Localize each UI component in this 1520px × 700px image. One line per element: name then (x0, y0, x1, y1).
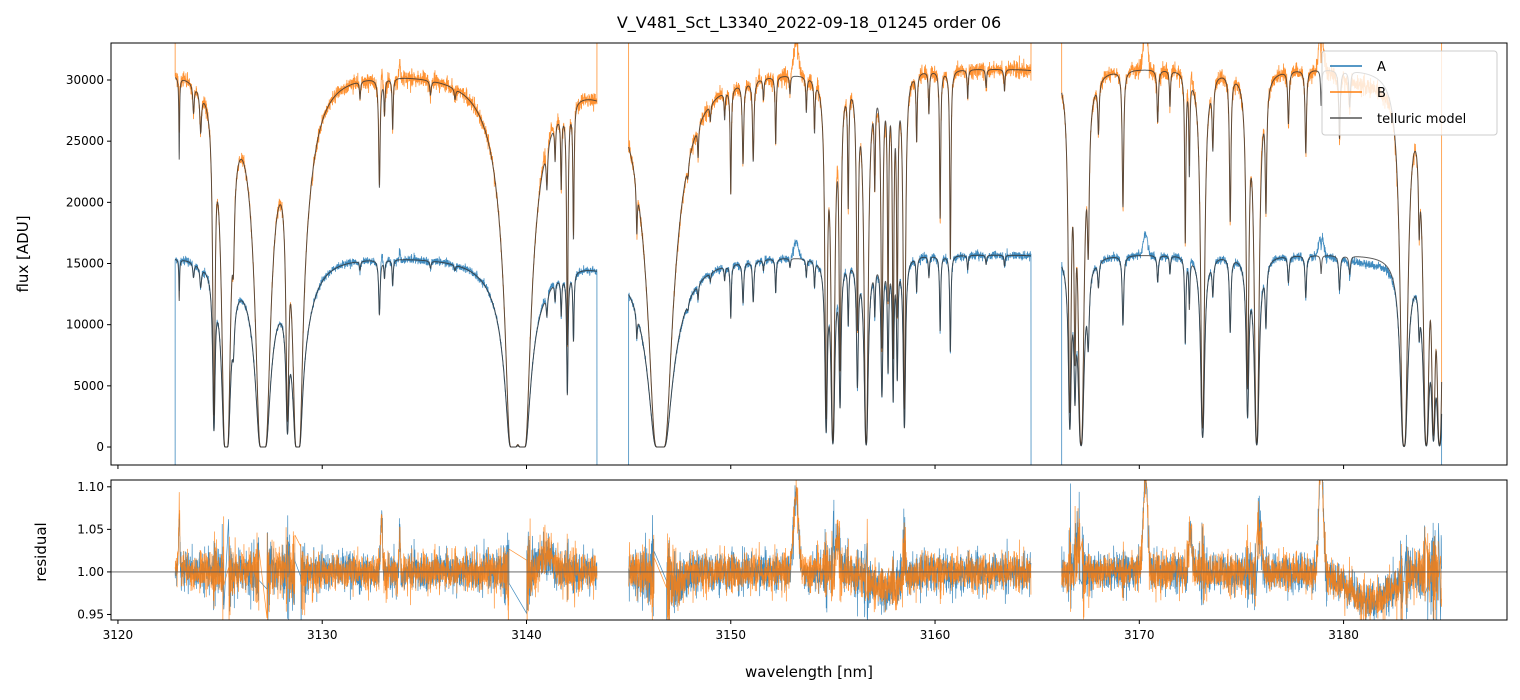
series-b-flux-segment-1 (174, 43, 598, 448)
y-tick-label-residual: 1.05 (77, 522, 104, 536)
flux-ticks: 0 5000 10000 15000 20000 25000 30000 (66, 73, 1345, 469)
y-tick-label-residual: 1.10 (77, 480, 104, 494)
residual-axes-frame (110, 479, 1508, 621)
legend: A B telluric model (1321, 50, 1498, 136)
x-tick-label: 3120 (103, 628, 134, 642)
y-axis-label-flux: flux [ADU] (14, 215, 32, 292)
y-axis-label-residual: residual (32, 522, 50, 581)
y-tick-label-residual: 0.95 (77, 607, 104, 621)
x-tick-label: 3160 (920, 628, 951, 642)
residual-ticks: 3120 3130 3140 3150 3160 3170 3180 0.95 1.00 1.05… (77, 480, 1359, 642)
x-tick-label: 3180 (1328, 628, 1359, 642)
series-a-flux-segment-1 (174, 248, 598, 465)
flux-panel: 0 5000 10000 15000 20000 25000 30000 (66, 42, 1508, 469)
residual-panel: 3120 3130 3140 3150 3160 3170 3180 0.95 1.00 1.05… (77, 479, 1508, 642)
legend-label-model: telluric model (1377, 112, 1466, 127)
y-tick-label-flux: 25000 (66, 134, 104, 148)
legend-label-a: A (1377, 60, 1386, 75)
y-tick-label-flux: 10000 (66, 318, 104, 332)
y-tick-label-flux: 20000 (66, 195, 104, 209)
legend-box (1321, 50, 1498, 136)
y-tick-label-flux: 15000 (66, 257, 104, 271)
series-a-flux-segment-2 (628, 239, 1032, 465)
flux-axes-frame (110, 42, 1508, 466)
residual-series (111, 480, 1507, 620)
x-tick-label: 3140 (511, 628, 542, 642)
y-tick-label-residual: 1.00 (77, 565, 104, 579)
telluric-model-a-segment-1 (174, 258, 598, 448)
telluric-model-a-segment-2 (628, 254, 1031, 448)
x-tick-label: 3130 (307, 628, 338, 642)
series-b-residual-segment-3 (1061, 480, 1442, 620)
y-tick-label-flux: 30000 (66, 73, 104, 87)
telluric-model-b-segment-2 (628, 68, 1031, 448)
y-tick-label-flux: 5000 (73, 379, 104, 393)
legend-label-b: B (1377, 86, 1386, 101)
telluric-model-a-segment-3 (1061, 255, 1443, 448)
x-tick-label: 3170 (1124, 628, 1155, 642)
y-tick-label-flux: 0 (96, 440, 104, 454)
series-b-residual-segment-2 (628, 480, 1032, 620)
flux-series (174, 43, 1443, 465)
series-b-residual-segment-1 (174, 492, 598, 620)
telluric-model-b-segment-1 (174, 77, 598, 448)
x-axis-label: wavelength [nm] (745, 663, 873, 681)
chart-title: V_V481_Sct_L3340_2022-09-18_01245 order … (617, 13, 1001, 33)
x-tick-label: 3150 (715, 628, 746, 642)
series-a-flux-segment-3 (1061, 231, 1443, 465)
